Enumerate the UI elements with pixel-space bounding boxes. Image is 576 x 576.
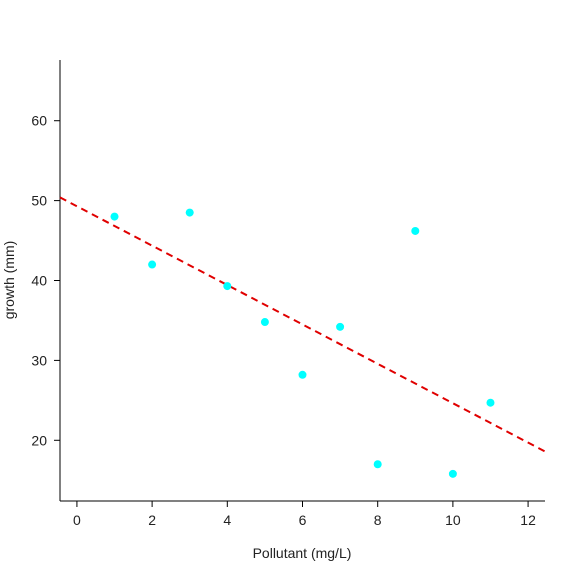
y-axis-title: growth (mm) bbox=[1, 241, 17, 320]
x-axis-title: Pollutant (mg/L) bbox=[253, 545, 352, 561]
data-point bbox=[260, 318, 269, 327]
x-tick-label: 8 bbox=[374, 512, 382, 528]
data-point bbox=[411, 226, 420, 235]
x-tick-label: 12 bbox=[520, 512, 536, 528]
data-point bbox=[448, 469, 457, 478]
y-tick-label: 40 bbox=[31, 273, 47, 289]
data-point bbox=[223, 282, 232, 291]
x-tick-label: 10 bbox=[445, 512, 461, 528]
data-point bbox=[486, 398, 495, 407]
data-point bbox=[185, 208, 194, 217]
y-tick-label: 60 bbox=[31, 113, 47, 129]
data-point bbox=[148, 260, 157, 269]
x-tick-label: 0 bbox=[73, 512, 81, 528]
x-tick-label: 2 bbox=[148, 512, 156, 528]
y-tick-label: 50 bbox=[31, 193, 47, 209]
fit-line-group bbox=[59, 196, 546, 453]
regression-fit-line bbox=[59, 196, 546, 453]
x-tick-label: 4 bbox=[223, 512, 231, 528]
data-point bbox=[298, 370, 307, 379]
y-tick-label: 20 bbox=[31, 432, 47, 448]
axes: 0 2 4 6 8 10 12 20 30 40 50 60 bbox=[31, 60, 545, 528]
data-point bbox=[373, 460, 382, 469]
data-points bbox=[110, 208, 495, 478]
data-point bbox=[336, 322, 345, 331]
data-point bbox=[110, 212, 119, 221]
y-tick-label: 30 bbox=[31, 352, 47, 368]
x-tick-label: 6 bbox=[299, 512, 307, 528]
